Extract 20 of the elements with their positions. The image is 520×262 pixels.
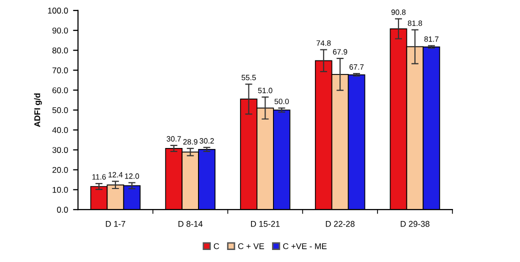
y-tick-label: 10.0 — [52, 186, 68, 193]
y-tick-label: 90.0 — [52, 28, 68, 34]
x-tick-label: D 29-38 — [400, 220, 430, 227]
legend-label: C + VE — [238, 243, 264, 250]
legend-label: C +VE - ME — [283, 243, 327, 250]
x-tick-label: D 8-14 — [178, 220, 203, 227]
y-tick-label: 80.0 — [52, 48, 68, 54]
y-tick-label: 50.0 — [52, 107, 68, 114]
y-tick-label: 0.0 — [57, 206, 68, 213]
x-tick-label: D 22-28 — [326, 220, 355, 227]
x-tick-label: D 1-7 — [106, 221, 126, 227]
y-tick-label: 100.0 — [48, 8, 68, 14]
y-axis-title: ADFI g/d — [34, 93, 42, 127]
y-tick-label: 60.0 — [52, 87, 68, 94]
y-tick-label: 40.0 — [52, 127, 68, 134]
y-tick-label: 70.0 — [52, 67, 68, 74]
legend-label: C — [214, 243, 220, 250]
y-tick-label: 20.0 — [52, 166, 68, 173]
y-tick-label: 30.0 — [52, 147, 68, 153]
x-tick-label: D 15-21 — [251, 220, 280, 227]
